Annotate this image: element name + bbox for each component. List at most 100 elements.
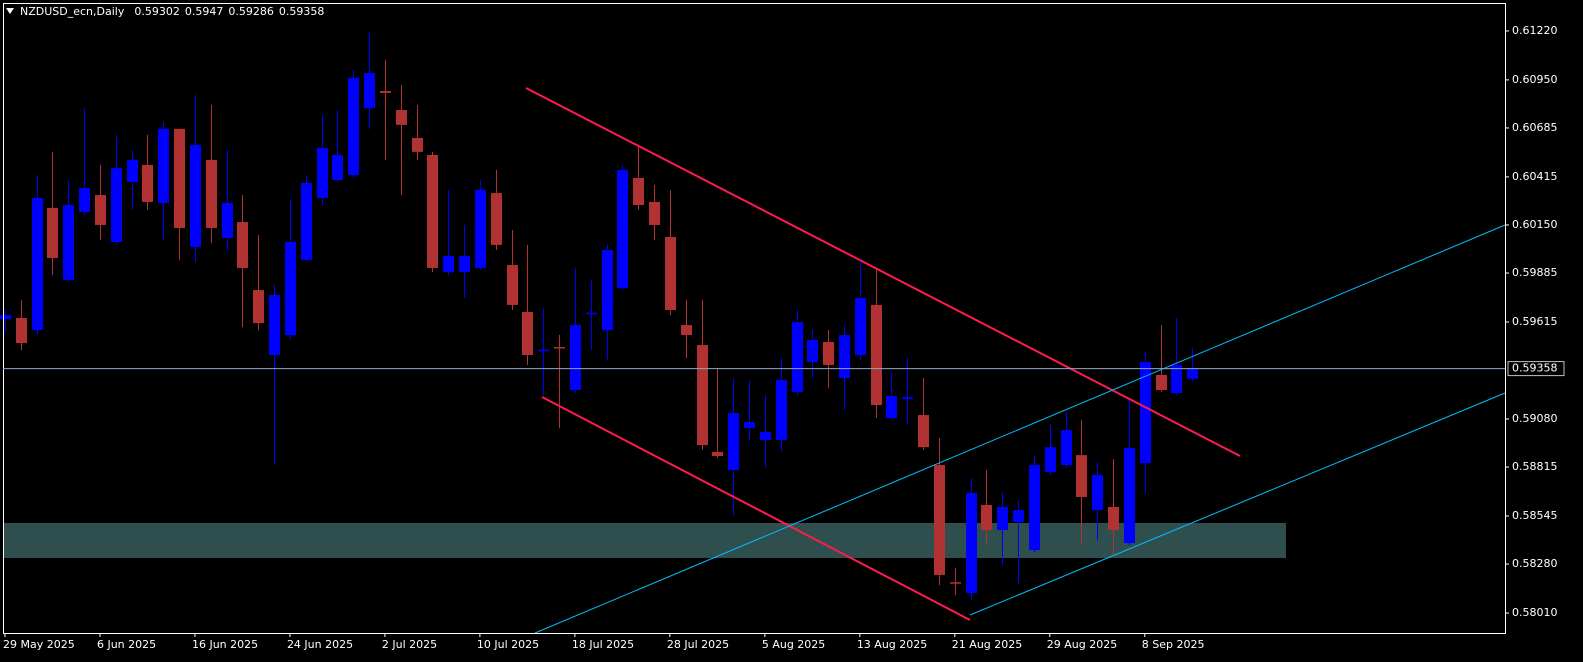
candle-body [475,189,486,268]
menu-triangle[interactable] [6,8,14,14]
candle-body [364,73,375,108]
plot-area [0,32,1198,601]
y-tick-label: 0.61220 [1512,24,1558,37]
candle-body [602,249,613,331]
candle-body [427,154,438,268]
candle-body [95,195,106,225]
candle-body [586,312,597,315]
candle-body [1171,364,1182,394]
candle-body [776,380,787,441]
candle-body [507,265,518,305]
candle-body [1092,475,1103,511]
candle-body [1061,430,1072,466]
candle-body [396,109,407,125]
candle-body [744,422,755,429]
candle-body [317,147,328,198]
candle-body [712,452,723,457]
y-tick-label: 0.59615 [1512,315,1558,328]
candle-body [1013,510,1024,523]
candle-body [111,168,122,243]
candle-body [1156,374,1167,390]
candle-body [728,413,739,470]
candle-body [301,182,312,260]
candle-body [269,294,280,355]
x-tick-label: 18 Jul 2025 [572,638,634,651]
candle-body [237,222,248,268]
current-price-label: 0.59358 [1512,362,1558,375]
candle-body [253,290,264,324]
candle-body [871,304,882,406]
candle-body [617,170,628,289]
channel-line [969,392,1506,616]
symbol-title: NZDUSD_ecn,Daily [20,5,125,18]
y-tick-label: 0.60150 [1512,218,1558,231]
candle-body [950,582,961,584]
candle-body [570,325,581,390]
candle-body [1108,506,1119,530]
candle-body [1187,368,1198,379]
candle-body [79,187,90,212]
price-zone [3,523,1286,558]
candle-body [158,128,169,204]
y-tick-label: 0.58280 [1512,557,1558,570]
candle-body [332,154,343,180]
header-close: 0.59358 [279,5,325,18]
x-tick-label: 2 Jul 2025 [382,638,437,651]
candle-body [412,137,423,152]
candle-body [966,493,977,594]
candle-body [681,325,692,336]
candle-body [633,178,644,206]
candle-body [665,236,676,311]
header-open: 0.59302 [134,5,180,18]
y-tick-label: 0.58815 [1512,460,1558,473]
candle-body [348,77,359,175]
header-low: 0.59286 [228,5,274,18]
candle-body [206,159,217,229]
y-tick-label: 0.60415 [1512,170,1558,183]
candle-body [380,90,391,93]
y-tick-label: 0.59080 [1512,412,1558,425]
candle-body [807,339,818,363]
y-tick-label: 0.59885 [1512,266,1558,279]
y-tick-label: 0.58545 [1512,509,1558,522]
candle-body [823,341,834,365]
candle-body [16,318,27,344]
y-tick-label: 0.60685 [1512,121,1558,134]
candle-body [855,298,866,355]
candle-body [697,345,708,446]
candle-body [491,193,502,245]
candle-body [554,347,565,349]
candle-body [142,164,153,202]
x-tick-label: 6 Jun 2025 [97,638,156,651]
candle-body [902,397,913,400]
plot-border [3,3,1506,634]
candle-body [649,201,660,225]
x-tick-label: 29 Aug 2025 [1047,638,1117,651]
x-tick-label: 13 Aug 2025 [857,638,927,651]
x-tick-label: 16 Jun 2025 [192,638,258,651]
candle-body [127,159,138,182]
candle-body [981,504,992,530]
candle-body [174,128,185,229]
x-tick-label: 8 Sep 2025 [1142,638,1205,651]
trend-line [541,396,971,621]
candle-body [222,203,233,239]
candle-body [934,465,945,575]
candle-body [538,349,549,352]
candle-body [1045,447,1056,473]
y-tick-label: 0.60950 [1512,73,1558,86]
candle-body [1029,465,1040,551]
candle-body [522,312,533,355]
candle-body [1124,448,1135,544]
x-tick-label: 24 Jun 2025 [287,638,353,651]
candle-body [760,432,771,441]
candle-body [839,335,850,379]
channel-line [534,224,1506,634]
candle-body [1076,455,1087,497]
y-tick-label: 0.58010 [1512,606,1558,619]
x-tick-label: 29 May 2025 [3,638,75,651]
candle-body [0,315,11,320]
